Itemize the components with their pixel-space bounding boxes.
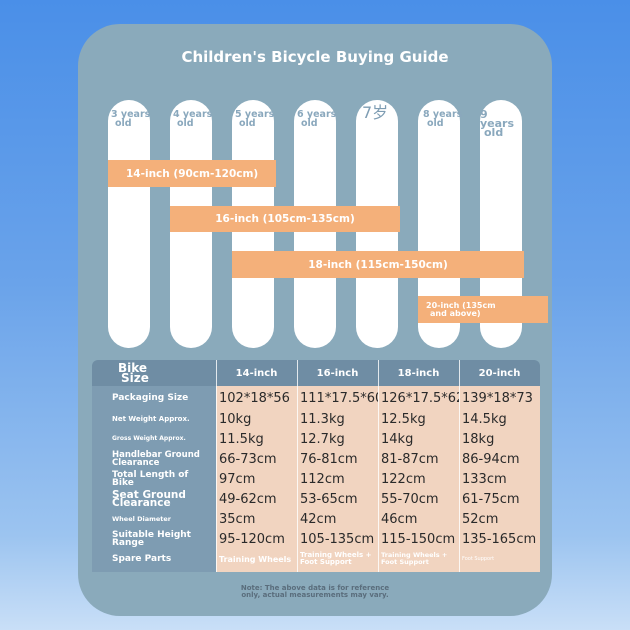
divider [459, 360, 460, 572]
table-row: Wheel Diameter 35cm 42cm 46cm 52cm [92, 509, 540, 529]
table-cell: 133cm [462, 471, 507, 487]
table-cell: 55-70cm [381, 491, 439, 507]
table-cell: 111*17.5*60 [300, 390, 378, 406]
table-cell: 61-75cm [462, 491, 520, 507]
row-label: Spare Parts [112, 554, 172, 564]
table-cell: 97cm [219, 471, 256, 487]
table-cell: 81-87cm [381, 451, 439, 467]
row-label: Handlebar Ground Clearance [112, 450, 200, 468]
table-cell: 46cm [381, 511, 418, 527]
table-cell: 35cm [219, 511, 256, 527]
table-row: Total Length of Bike 97cm 112cm 122cm 13… [92, 469, 540, 489]
size-bar-18: 18-inch (115cm-150cm) [232, 251, 524, 278]
table-cell: 95-120cm [219, 531, 285, 547]
header-14-inch: 14-inch [235, 367, 278, 379]
size-bar-14: 14-inch (90cm-120cm) [108, 160, 276, 187]
table-cell: 14kg [381, 431, 414, 447]
row-label: Suitable Height Range [112, 530, 191, 548]
row-label: Total Length of Bike [112, 470, 189, 488]
size-bar-16: 16-inch (105cm-135cm) [170, 206, 400, 232]
table-row: Net Weight Approx. 10kg 11.3kg 12.5kg 14… [92, 409, 540, 429]
row-label: Seat Ground Clearance [112, 489, 186, 509]
header-20-inch: 20-inch [478, 367, 521, 379]
divider [216, 360, 217, 572]
row-label: Packaging Size [112, 393, 189, 403]
table-cell: 135-165cm [462, 531, 537, 547]
label-column [92, 386, 216, 572]
table-cell: 49-62cm [219, 491, 277, 507]
row-label: Net Weight Approx. [112, 415, 190, 423]
table-cell: 12.7kg [300, 431, 345, 447]
table-cell: Foot Support [462, 556, 495, 562]
footnote: Note: The above data is for reference on… [240, 584, 390, 599]
spec-table: Bike Size 14-inch 16-inch 18-inch 20-inch… [92, 360, 540, 572]
table-cell: 122cm [381, 471, 426, 487]
row-label: Wheel Diameter [112, 515, 172, 523]
page-title: Children's Bicycle Buying Guide [181, 48, 449, 66]
table-cell: 42cm [300, 511, 337, 527]
table-cell: Training Wheels + Foot Support [381, 551, 448, 566]
table-cell: 126*17.5*62.5 [381, 390, 459, 406]
table-cell: 66-73cm [219, 451, 277, 467]
table-row: Gross Weight Approx. 11.5kg 12.7kg 14kg … [92, 429, 540, 449]
table-cell: 86-94cm [462, 451, 520, 467]
table-cell: 12.5kg [381, 411, 426, 427]
table-cell: 52cm [462, 511, 499, 527]
table-row: Packaging Size 102*18*56 111*17.5*60 126… [92, 388, 540, 408]
table-row: Spare Parts Training Wheels Training Whe… [92, 549, 540, 569]
age-label: 6 years old [297, 109, 337, 129]
table-cell: 14.5kg [462, 411, 507, 427]
table-cell: Training Wheels [219, 554, 292, 564]
table-cell: 53-65cm [300, 491, 358, 507]
table-row: Handlebar Ground Clearance 66-73cm 76-81… [92, 449, 540, 469]
corner-header: Bike Size [118, 361, 149, 385]
age-label: 3 years old [111, 109, 151, 129]
table-cell: Training Wheels + Foot Support [300, 551, 372, 566]
table-cell: 76-81cm [300, 451, 358, 467]
age-label: 4 years old [173, 109, 213, 129]
table-cell: 102*18*56 [219, 390, 290, 406]
age-label: 5 years old [235, 109, 275, 129]
table-cell: 10kg [219, 411, 252, 427]
age-column-3 [108, 100, 150, 348]
divider [378, 360, 379, 572]
divider [297, 360, 298, 572]
table-cell: 11.3kg [300, 411, 345, 427]
table-cell: 115-150cm [381, 531, 456, 547]
table-cell: 105-135cm [300, 531, 375, 547]
table-cell: 18kg [462, 431, 495, 447]
row-label: Gross Weight Approx. [112, 435, 186, 442]
table-cell: 11.5kg [219, 431, 264, 447]
table-cell: 139*18*73 [462, 390, 533, 406]
table-cell: 112cm [300, 471, 345, 487]
table-row: Seat Ground Clearance 49-62cm 53-65cm 55… [92, 489, 540, 509]
table-header [92, 360, 540, 386]
header-16-inch: 16-inch [316, 367, 359, 379]
size-bar-20: 20-inch (135cm and above) [418, 296, 548, 323]
header-18-inch: 18-inch [397, 367, 440, 379]
table-row: Suitable Height Range 95-120cm 105-135cm… [92, 529, 540, 549]
age-label: 7岁 [362, 103, 389, 122]
age-label: 9 years old [480, 108, 515, 139]
age-label: 8 years old [423, 109, 463, 129]
